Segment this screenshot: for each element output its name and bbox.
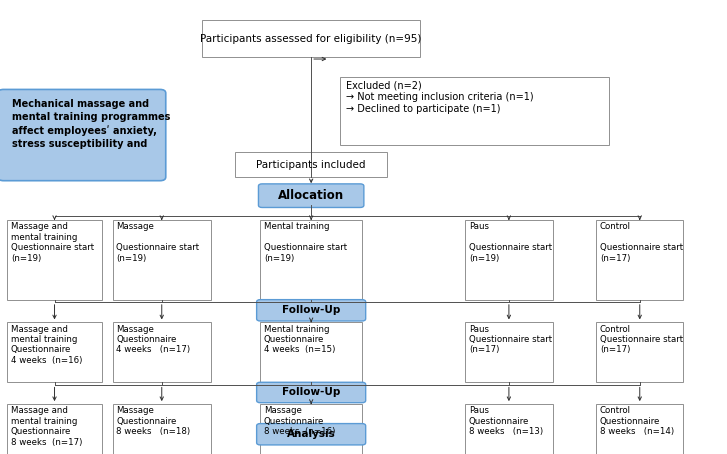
Text: Massage
Questionnaire
4 weeks   (n=17): Massage Questionnaire 4 weeks (n=17) xyxy=(116,325,190,355)
Text: Follow-Up: Follow-Up xyxy=(282,387,340,398)
Bar xyxy=(260,322,362,382)
Bar xyxy=(340,77,609,145)
Bar xyxy=(113,322,211,382)
Text: Massage and
mental training
Questionnaire start
(n=19): Massage and mental training Questionnair… xyxy=(11,222,94,263)
FancyBboxPatch shape xyxy=(259,184,364,207)
Text: Participants assessed for eligibility (n=95): Participants assessed for eligibility (n… xyxy=(201,34,422,44)
Text: Follow-Up: Follow-Up xyxy=(282,305,340,316)
Bar xyxy=(596,322,683,382)
Text: Excluded (n=2)
→ Not meeting inclusion criteria (n=1)
→ Declined to participate : Excluded (n=2) → Not meeting inclusion c… xyxy=(346,81,534,114)
Text: Allocation: Allocation xyxy=(278,189,344,202)
Bar xyxy=(465,404,553,454)
Text: Analysis: Analysis xyxy=(286,429,336,439)
Bar xyxy=(7,322,102,382)
Text: Mental training

Questionnaire start
(n=19): Mental training Questionnaire start (n=1… xyxy=(264,222,347,263)
FancyBboxPatch shape xyxy=(0,89,166,181)
Bar xyxy=(465,322,553,382)
Text: Control
Questionnaire start
(n=17): Control Questionnaire start (n=17) xyxy=(600,325,683,355)
Bar xyxy=(113,404,211,454)
Bar xyxy=(596,220,683,300)
Bar xyxy=(260,404,362,454)
Bar xyxy=(596,404,683,454)
Bar xyxy=(113,220,211,300)
FancyBboxPatch shape xyxy=(257,424,366,445)
Bar xyxy=(260,220,362,300)
FancyBboxPatch shape xyxy=(257,382,366,403)
Text: Massage and
mental training
Questionnaire
4 weeks  (n=16): Massage and mental training Questionnair… xyxy=(11,325,82,365)
Text: Control

Questionnaire start
(n=17): Control Questionnaire start (n=17) xyxy=(600,222,683,263)
Text: Mental training
Questionnaire
4 weeks  (n=15): Mental training Questionnaire 4 weeks (n… xyxy=(264,325,335,355)
Bar xyxy=(465,220,553,300)
Text: Paus
Questionnaire
8 weeks   (n=13): Paus Questionnaire 8 weeks (n=13) xyxy=(469,406,543,436)
Bar xyxy=(7,220,102,300)
Text: Paus

Questionnaire start
(n=19): Paus Questionnaire start (n=19) xyxy=(469,222,552,263)
FancyBboxPatch shape xyxy=(257,300,366,321)
Bar xyxy=(7,404,102,454)
Text: Control
Questionnaire
8 weeks   (n=14): Control Questionnaire 8 weeks (n=14) xyxy=(600,406,674,436)
Bar xyxy=(202,20,420,57)
Text: Paus
Questionnaire start
(n=17): Paus Questionnaire start (n=17) xyxy=(469,325,552,355)
Text: Participants included: Participants included xyxy=(257,159,366,170)
Text: Massage and
mental training
Questionnaire
8 weeks  (n=17): Massage and mental training Questionnair… xyxy=(11,406,82,447)
Text: Massage

Questionnaire start
(n=19): Massage Questionnaire start (n=19) xyxy=(116,222,199,263)
Bar xyxy=(235,152,387,177)
Text: Massage
Questionnaire
8 weeks  (n=16): Massage Questionnaire 8 weeks (n=16) xyxy=(264,406,335,436)
Text: Mechanical massage and
mental training programmes
affect employeesʹ anxiety,
str: Mechanical massage and mental training p… xyxy=(12,99,171,149)
Text: Massage
Questionnaire
8 weeks   (n=18): Massage Questionnaire 8 weeks (n=18) xyxy=(116,406,190,436)
